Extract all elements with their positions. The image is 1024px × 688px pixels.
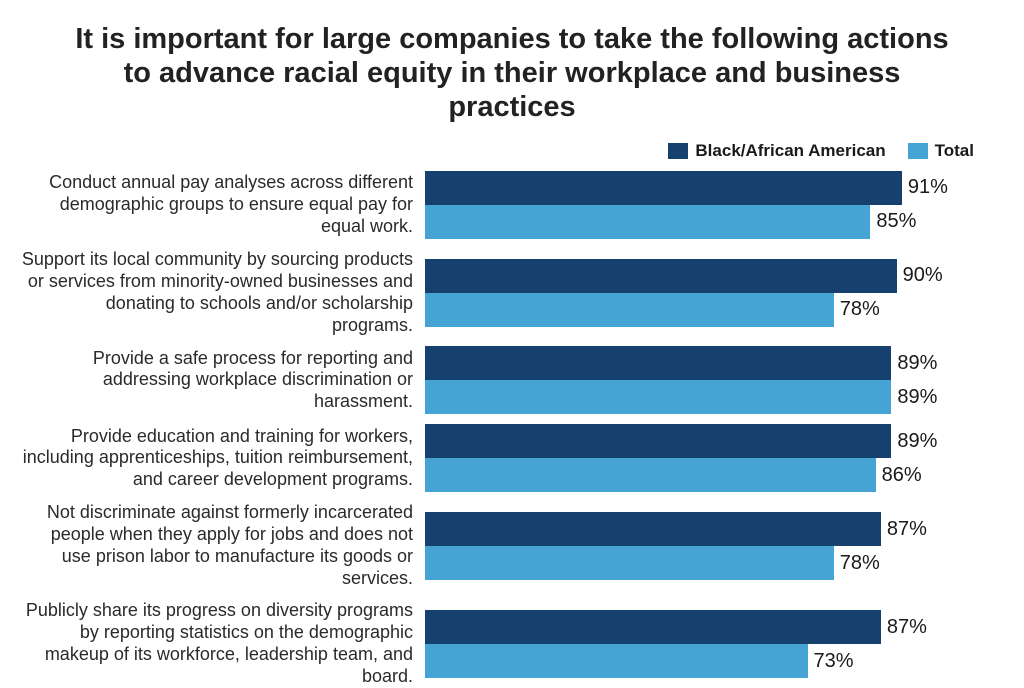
legend-swatch-2 <box>908 143 928 159</box>
bar-value: 78% <box>840 298 880 321</box>
chart-row: Conduct annual pay analyses across diffe… <box>20 171 1004 239</box>
bar-value: 86% <box>882 464 922 487</box>
bar-wrap: 87% <box>425 610 949 644</box>
bar-value: 73% <box>814 650 854 673</box>
bar-series2 <box>425 644 808 678</box>
bar-value: 89% <box>897 386 937 409</box>
bar-series2 <box>425 205 870 239</box>
bar-value: 87% <box>887 518 927 541</box>
bar-series2 <box>425 458 876 492</box>
row-bars: 87% 78% <box>425 512 1004 580</box>
row-label: Provide a safe process for reporting and… <box>20 348 425 414</box>
bar-wrap: 89% <box>425 346 949 380</box>
row-label: Provide education and training for worke… <box>20 426 425 492</box>
row-label: Not discriminate against formerly incarc… <box>20 502 425 590</box>
legend-label-2: Total <box>935 141 974 161</box>
bar-series1 <box>425 171 902 205</box>
row-bars: 91%85% <box>425 171 1004 239</box>
bar-series1 <box>425 259 897 293</box>
chart-row: Provide a safe process for reporting and… <box>20 346 1004 414</box>
legend-item-series1: Black/African American <box>668 141 885 161</box>
chart-container: It is important for large companies to t… <box>0 0 1024 685</box>
bar-value: 90% <box>903 264 943 287</box>
row-bars: 90% 78% <box>425 259 1004 327</box>
bar-series1 <box>425 424 891 458</box>
bar-wrap: 87% <box>425 512 949 546</box>
bar-value: 89% <box>897 430 937 453</box>
chart-rows: Conduct annual pay analyses across diffe… <box>20 171 1004 688</box>
chart-row: Publicly share its progress on diversity… <box>20 600 1004 688</box>
bar-series2 <box>425 293 834 327</box>
row-label: Publicly share its progress on diversity… <box>20 600 425 688</box>
bar-wrap: 86% <box>425 458 949 492</box>
bar-series1 <box>425 346 891 380</box>
bar-series2 <box>425 546 834 580</box>
bar-series1 <box>425 512 881 546</box>
bar-wrap: 85% <box>425 205 949 239</box>
row-bars: 89%89% <box>425 346 1004 414</box>
bar-value: 89% <box>897 352 937 375</box>
chart-row: Not discriminate against formerly incarc… <box>20 502 1004 590</box>
row-label: Conduct annual pay analyses across diffe… <box>20 172 425 238</box>
legend-swatch-1 <box>668 143 688 159</box>
bar-wrap: 73% <box>425 644 949 678</box>
legend-item-series2: Total <box>908 141 974 161</box>
bar-wrap: 91% <box>425 171 949 205</box>
bar-value: 91% <box>908 176 948 199</box>
chart-row: Support its local community by sourcing … <box>20 249 1004 337</box>
bar-series2 <box>425 380 891 414</box>
bar-wrap: 89% <box>425 380 949 414</box>
bar-wrap: 90% <box>425 259 949 293</box>
bar-wrap: 89% <box>425 424 949 458</box>
bar-value: 85% <box>876 210 916 233</box>
bar-wrap: 78% <box>425 293 949 327</box>
legend: Black/African American Total <box>20 141 1004 161</box>
row-label: Support its local community by sourcing … <box>20 249 425 337</box>
legend-label-1: Black/African American <box>695 141 885 161</box>
row-bars: 89%86% <box>425 424 1004 492</box>
row-bars: 87% 73% <box>425 610 1004 678</box>
bar-wrap: 78% <box>425 546 949 580</box>
chart-title: It is important for large companies to t… <box>20 22 1004 125</box>
chart-row: Provide education and training for worke… <box>20 424 1004 492</box>
bar-value: 78% <box>840 552 880 575</box>
bar-value: 87% <box>887 616 927 639</box>
bar-series1 <box>425 610 881 644</box>
